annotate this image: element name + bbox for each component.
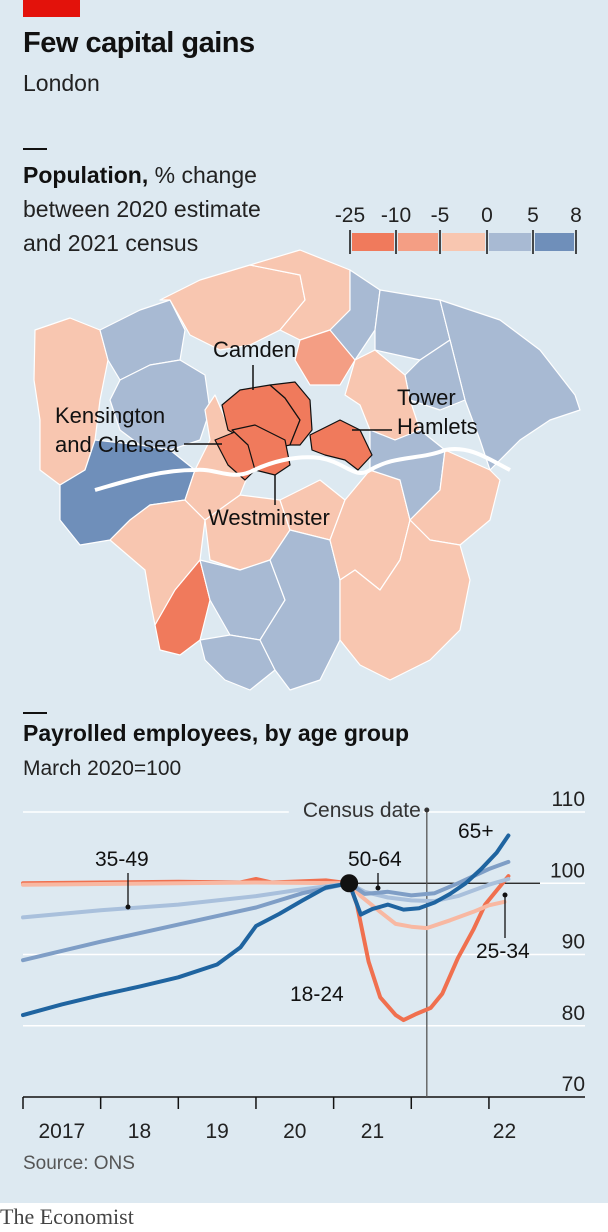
legend-tick-label: 5: [527, 204, 539, 227]
label-camden: Camden: [213, 337, 296, 362]
label-westminster: Westminster: [208, 505, 330, 530]
map-heading: Population, % change: [23, 158, 257, 192]
map-legend: -25 -10 -5 0 5 8: [335, 204, 582, 254]
legend-tick-label: -10: [381, 204, 411, 227]
chart-section-title-text: Payrolled employees, by age group: [23, 720, 410, 746]
borough-bromley: [339, 519, 471, 681]
series-label-dot: [502, 892, 508, 898]
chart-title: Few capital gains: [23, 27, 255, 59]
map-heading-line2: between 2020 estimate: [23, 196, 261, 222]
series-line-18-24: [21, 874, 511, 1023]
index-point-dot: [340, 874, 359, 893]
series-label: 65+: [458, 820, 494, 843]
borough-kingston: [154, 559, 211, 656]
census-date-label: Census date: [303, 799, 421, 822]
y-tick-label: 80: [562, 1002, 585, 1025]
y-tick-label: 100: [550, 859, 585, 882]
series-label: 35-49: [95, 848, 149, 871]
london-map: [33, 249, 581, 691]
label-kensington-1: Kensington: [55, 403, 165, 428]
borough-ealing: [109, 359, 211, 451]
census-date-dot: [424, 807, 430, 813]
x-tick-label: 22: [493, 1120, 516, 1143]
y-tick-label: 70: [562, 1073, 585, 1096]
legend-tick-label: -25: [335, 204, 365, 227]
legend-tick-label: -5: [431, 204, 450, 227]
footer-brand: The Economist: [0, 1204, 134, 1229]
borough-hackney: [294, 329, 356, 386]
x-tick-label: 19: [205, 1120, 228, 1143]
map-heading-line3: and 2021 census: [23, 230, 199, 256]
series-line-25-34: [21, 880, 507, 931]
chart-section-title: Payrolled employees, by age group: [23, 716, 409, 750]
series-label: 18-24: [290, 983, 344, 1006]
legend-swatch: [352, 233, 394, 251]
y-tick-label: 110: [552, 788, 585, 811]
map-labels: Camden Kensington and Chelsea Tower Haml…: [55, 337, 478, 530]
map-heading-rest: % change: [148, 162, 257, 188]
legend-tick-label: 0: [481, 204, 493, 227]
x-tick-label: 21: [361, 1120, 384, 1143]
river-thames: [94, 447, 511, 492]
series-label-dot: [125, 904, 131, 910]
series-line-50-64: [21, 859, 511, 963]
chart-section-subtitle: March 2020=100: [23, 757, 182, 780]
legend-swatch: [442, 233, 485, 251]
x-tick-label: 2017: [38, 1120, 85, 1143]
brand-red-tag: [23, 0, 80, 17]
x-tick-label: 18: [128, 1120, 151, 1143]
series-label-dot: [375, 885, 381, 891]
label-tower-1: Tower: [397, 385, 456, 410]
series-label: 25-34: [476, 940, 530, 963]
label-kensington-2: and Chelsea: [55, 432, 179, 457]
section-rule-map: [23, 148, 47, 150]
borough-croydon: [259, 529, 341, 691]
source-note: Source: ONS: [23, 1153, 135, 1174]
x-tick-label: 20: [283, 1120, 306, 1143]
legend-swatch: [489, 233, 531, 251]
y-tick-label: 90: [562, 931, 585, 954]
borough-islington: [269, 381, 313, 446]
series-label: 50-64: [348, 848, 402, 871]
section-rule-chart: [23, 712, 47, 714]
chart-subtitle: London: [23, 70, 100, 96]
borough-tower-hamlets: [309, 419, 373, 471]
label-mask: [288, 797, 423, 823]
legend-swatch: [535, 233, 574, 251]
line-chart: 70 80 90 100 110 2017 18 19 20 21 22 Census date 35-…: [21, 788, 585, 1143]
map-svg: -25 -10 -5 0 5 8 Ca: [33, 204, 582, 691]
map-heading-bold: Population,: [23, 162, 149, 188]
borough-sutton: [199, 634, 276, 691]
legend-swatch: [398, 233, 438, 251]
label-tower-2: Hamlets: [397, 414, 478, 439]
legend-tick-label: 8: [570, 204, 582, 227]
